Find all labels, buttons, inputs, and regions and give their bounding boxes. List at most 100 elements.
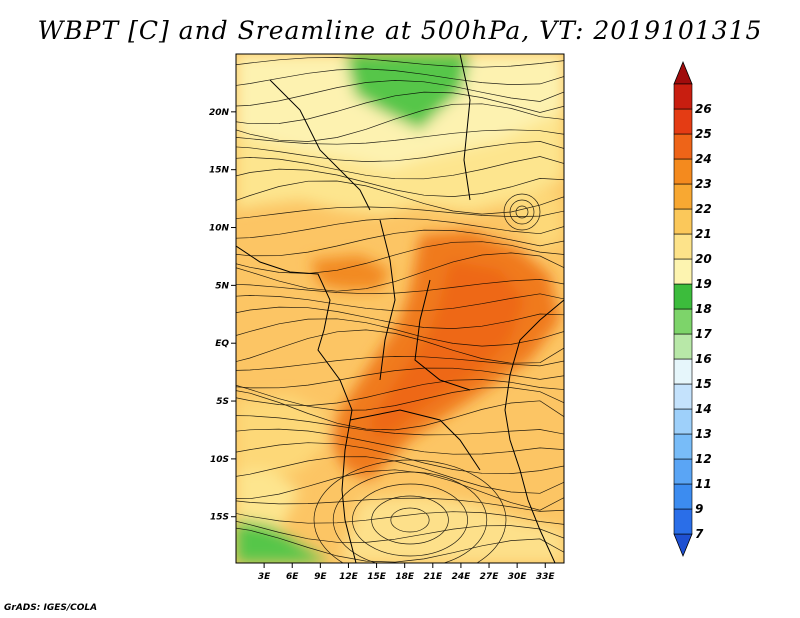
streamline xyxy=(236,527,564,563)
colorbar-label: 22 xyxy=(695,202,712,216)
streamline xyxy=(236,218,564,239)
lat-tick-label: 15S xyxy=(210,513,229,523)
streamline-swirl xyxy=(390,507,430,533)
colorbar-label: 11 xyxy=(695,477,712,491)
lon-tick-label: 24E xyxy=(452,572,472,582)
streamline xyxy=(236,91,564,125)
streamline xyxy=(236,390,564,431)
colorbar-swatch xyxy=(673,108,693,135)
streamline xyxy=(236,168,564,197)
colorbar-label: 12 xyxy=(695,452,712,466)
colorbar-swatch xyxy=(673,433,693,460)
colorbar-label: 20 xyxy=(695,252,712,266)
lon-tick-label: 3E xyxy=(258,572,271,582)
streamline-swirl xyxy=(332,471,488,563)
streamline-vortex xyxy=(509,199,535,225)
streamline xyxy=(236,356,564,371)
colorbar-swatch xyxy=(673,508,693,535)
streamline xyxy=(236,497,564,512)
streamline xyxy=(236,379,564,406)
lat-tick-label: 5N xyxy=(215,281,229,291)
colorbar-swatch xyxy=(673,158,693,185)
colorbar-label: 13 xyxy=(695,427,712,441)
wbpt-field xyxy=(236,54,564,563)
colorbar-label: 18 xyxy=(695,302,712,316)
streamline xyxy=(236,141,564,162)
latitude-axis: 20N 15N 10N 5N EQ 5S 10S 15S xyxy=(209,108,236,523)
streamline-swirl xyxy=(352,483,468,557)
streamline xyxy=(236,520,564,543)
streamline xyxy=(236,306,564,329)
lon-tick-label: 9E xyxy=(314,572,327,582)
streamline xyxy=(236,415,564,436)
streamline xyxy=(236,103,564,142)
lat-tick-label: 20N xyxy=(209,108,230,118)
streamline xyxy=(236,57,564,68)
colorbar-label: 24 xyxy=(695,152,712,166)
colorbar-swatch xyxy=(673,258,693,285)
streamline xyxy=(236,279,564,295)
colorbar-swatch xyxy=(673,183,693,210)
colorbar-swatch xyxy=(673,133,693,160)
streamline xyxy=(236,384,564,411)
streamline xyxy=(236,318,564,347)
colorbar-label: 16 xyxy=(695,352,712,366)
streamline-vortex xyxy=(515,205,529,219)
colorbar-swatch xyxy=(673,483,693,510)
colorbar-swatch xyxy=(673,233,693,260)
lon-tick-label: 18E xyxy=(395,572,415,582)
streamline xyxy=(236,68,564,86)
streamline xyxy=(236,367,564,389)
lon-tick-label: 33E xyxy=(536,572,556,582)
colorbar-swatch xyxy=(673,333,693,360)
coastlines-borders xyxy=(236,54,564,563)
streamline xyxy=(236,129,564,145)
streamline xyxy=(236,180,564,215)
lon-tick-label: 12E xyxy=(339,572,359,582)
colorbar-label: 19 xyxy=(695,277,712,291)
colorbar-arrow-bottom xyxy=(673,533,693,558)
colorbar-arrow-top xyxy=(673,60,693,85)
lat-tick-label: EQ xyxy=(215,339,229,349)
colorbar-label: 21 xyxy=(695,227,712,241)
lon-tick-label: 27E xyxy=(480,572,500,582)
lon-tick-label: 21E xyxy=(423,572,443,582)
streamline xyxy=(236,293,564,312)
colorbar-swatch xyxy=(673,308,693,335)
streamline-swirl xyxy=(313,459,507,563)
colorbar-label: 15 xyxy=(695,377,712,391)
longitude-axis: 3E 6E 9E 12E 15E 18E 21E 24E 27E 30E 33E xyxy=(258,563,556,582)
colorbar-label: 23 xyxy=(695,177,712,191)
streamline xyxy=(236,252,564,292)
colorbar-swatch xyxy=(673,408,693,435)
lat-tick-label: 5S xyxy=(216,397,229,407)
colorbar-label: 9 xyxy=(695,502,703,516)
lat-tick-label: 10S xyxy=(210,455,229,465)
colorbar-label: 26 xyxy=(695,102,712,116)
colorbar-swatch xyxy=(673,283,693,310)
streamline xyxy=(236,511,564,525)
streamline xyxy=(236,329,564,364)
streamline xyxy=(236,156,564,180)
streamline xyxy=(236,469,564,511)
colorbar-label: 25 xyxy=(695,127,712,141)
lat-tick-label: 10N xyxy=(209,224,230,234)
colorbar-label: 7 xyxy=(695,527,704,541)
colorbar-swatch xyxy=(673,358,693,385)
streamline xyxy=(236,428,564,455)
lon-tick-label: 15E xyxy=(367,572,387,582)
streamline-vortex xyxy=(503,193,541,231)
streamline-swirl xyxy=(371,495,449,545)
streamlines xyxy=(236,57,564,563)
streamline xyxy=(236,80,564,107)
colorbar-swatch xyxy=(673,83,693,110)
lon-tick-label: 6E xyxy=(286,572,299,582)
colorbar-swatch xyxy=(673,383,693,410)
colorbar-swatch xyxy=(673,458,693,485)
streamline xyxy=(236,229,564,257)
map-title: WBPT [C] and Sreamline at 500hPa, VT: 20… xyxy=(37,16,763,45)
colorbar-label: 17 xyxy=(695,327,712,341)
colorbar: 7 9 11 12 13 14 15 16 17 18 19 20 21 22 23 24 25 26 xyxy=(673,60,712,558)
grads-credit: GrADS: IGES/COLA xyxy=(4,603,98,613)
